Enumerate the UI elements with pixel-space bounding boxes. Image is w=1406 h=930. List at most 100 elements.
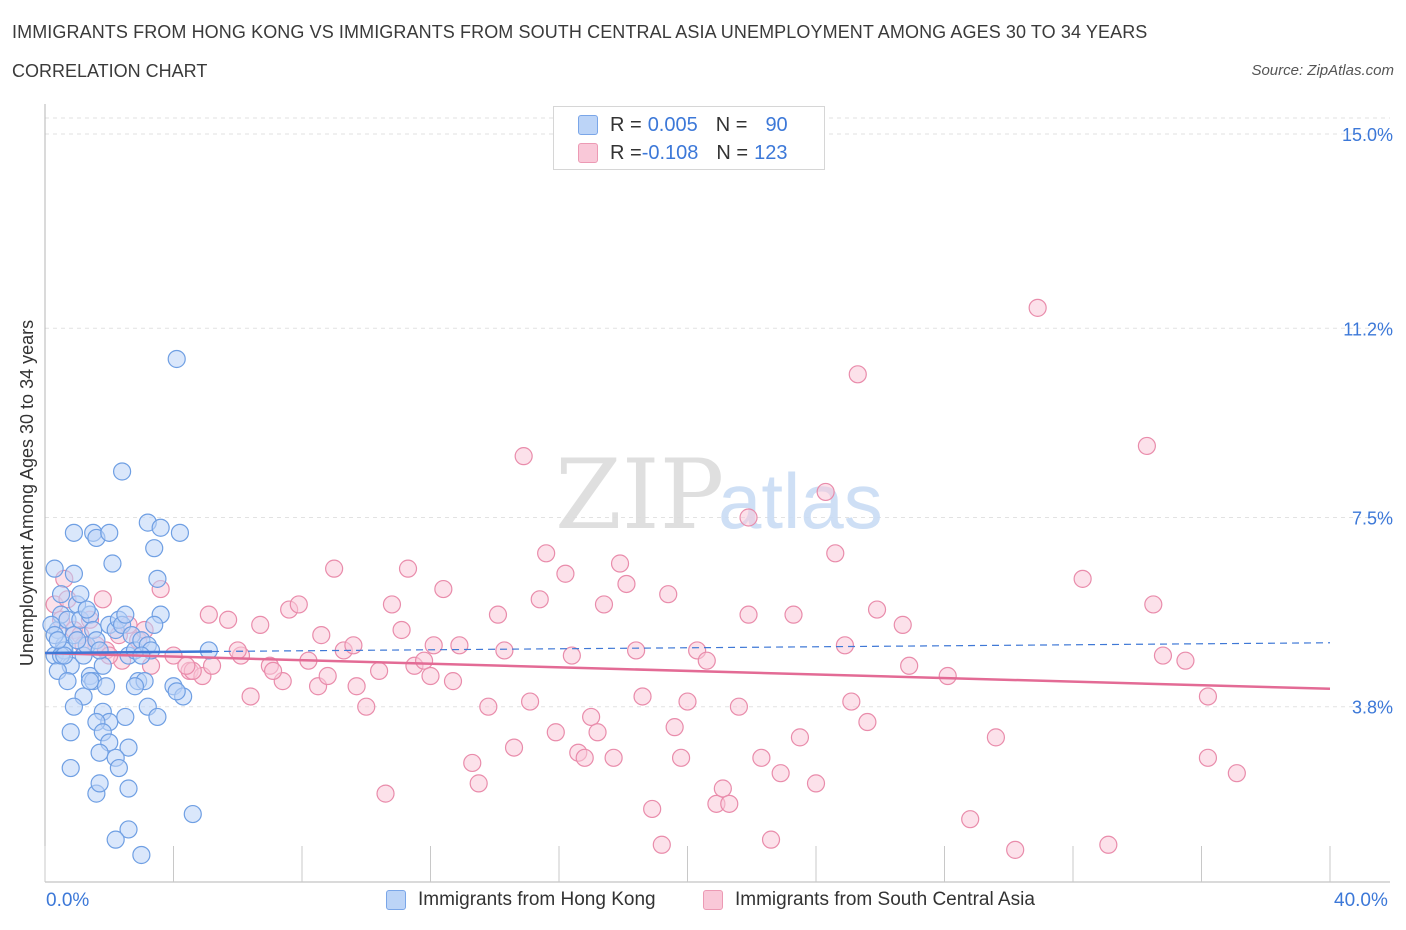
legend-n-value: 90 bbox=[765, 113, 788, 136]
legend-r-value: -0.108 bbox=[641, 141, 699, 164]
data-point-south-central-asia bbox=[504, 738, 524, 757]
data-point-south-central-asia bbox=[228, 641, 247, 660]
data-point-south-central-asia bbox=[1198, 687, 1218, 706]
data-point-south-central-asia bbox=[562, 646, 581, 665]
data-point-south-central-asia bbox=[520, 692, 540, 711]
data-point-hong-kong bbox=[61, 723, 80, 742]
data-point-south-central-asia bbox=[450, 636, 469, 655]
legend-n-label: N = bbox=[715, 113, 748, 136]
data-point-south-central-asia bbox=[421, 666, 440, 686]
data-point-south-central-asia bbox=[938, 666, 957, 686]
chart-subtitle: CORRELATION CHART bbox=[12, 61, 208, 81]
data-point-south-central-asia bbox=[816, 482, 835, 502]
data-point-south-central-asia bbox=[697, 651, 716, 670]
y-tick-label: 7.5% bbox=[1352, 509, 1393, 529]
correlation-legend: R = 0.005 N = 90 R = -0.108 N = 123 bbox=[553, 106, 825, 170]
data-point-south-central-asia bbox=[347, 677, 366, 696]
data-point-south-central-asia bbox=[752, 748, 771, 767]
source-label: Source: ZipAtlas.com bbox=[1251, 62, 1394, 79]
data-point-hong-kong bbox=[103, 554, 122, 573]
data-point-hong-kong bbox=[90, 641, 109, 660]
data-point-south-central-asia bbox=[848, 365, 867, 384]
data-point-south-central-asia bbox=[488, 605, 508, 624]
data-point-south-central-asia bbox=[771, 764, 790, 783]
data-point-hong-kong bbox=[96, 677, 116, 696]
data-point-south-central-asia bbox=[289, 595, 308, 614]
data-point-south-central-asia bbox=[575, 748, 594, 767]
legend-r-label: R = bbox=[610, 113, 642, 136]
data-point-south-central-asia bbox=[582, 707, 601, 727]
data-point-south-central-asia bbox=[1137, 436, 1156, 456]
series-legend-label: Immigrants from South Central Asia bbox=[735, 889, 1035, 910]
data-point-hong-kong bbox=[51, 585, 71, 604]
data-point-south-central-asia bbox=[177, 656, 196, 675]
data-point-south-central-asia bbox=[325, 559, 344, 578]
data-point-south-central-asia bbox=[633, 687, 652, 706]
data-point-hong-kong bbox=[61, 758, 80, 778]
legend-row-hong-kong: R = 0.005 N = 90 bbox=[578, 113, 788, 137]
data-point-south-central-asia bbox=[1099, 835, 1118, 854]
data-point-hong-kong bbox=[64, 523, 84, 542]
y-tick-label: 3.8% bbox=[1352, 698, 1393, 718]
data-point-south-central-asia bbox=[678, 692, 697, 711]
data-point-south-central-asia bbox=[739, 605, 758, 624]
data-point-south-central-asia bbox=[376, 784, 395, 803]
data-point-south-central-asia bbox=[900, 656, 919, 675]
data-point-hong-kong bbox=[77, 600, 96, 619]
data-point-south-central-asia bbox=[1227, 764, 1246, 783]
data-point-south-central-asia bbox=[514, 447, 533, 466]
data-point-hong-kong bbox=[112, 462, 132, 481]
watermark-atlas: atlas bbox=[718, 457, 883, 545]
data-point-south-central-asia bbox=[1153, 646, 1173, 665]
x-tick-label-max: 40.0% bbox=[1334, 890, 1388, 911]
data-point-south-central-asia bbox=[463, 753, 482, 773]
data-point-south-central-asia bbox=[1176, 651, 1195, 670]
data-point-south-central-asia bbox=[594, 595, 614, 614]
data-point-south-central-asia bbox=[199, 605, 218, 624]
data-point-south-central-asia bbox=[414, 651, 434, 670]
data-point-south-central-asia bbox=[610, 554, 630, 573]
data-point-south-central-asia bbox=[546, 723, 565, 742]
data-point-hong-kong bbox=[100, 523, 119, 542]
y-axis-label: Unemployment Among Ages 30 to 34 years bbox=[17, 320, 37, 666]
data-point-south-central-asia bbox=[671, 748, 691, 767]
legend-r-value: 0.005 bbox=[647, 113, 698, 136]
data-point-hong-kong bbox=[167, 349, 186, 369]
data-point-south-central-asia bbox=[241, 687, 260, 706]
data-point-south-central-asia bbox=[761, 830, 781, 849]
data-point-south-central-asia bbox=[537, 544, 556, 563]
data-point-south-central-asia bbox=[617, 574, 636, 594]
trend-line-south-central-asia bbox=[44, 651, 1331, 691]
data-point-hong-kong bbox=[93, 656, 112, 675]
data-point-south-central-asia bbox=[344, 636, 363, 655]
data-point-south-central-asia bbox=[806, 774, 826, 793]
data-point-south-central-asia bbox=[202, 656, 222, 675]
data-point-hong-kong bbox=[119, 738, 138, 757]
series-legend-item-south-central-asia: Immigrants from South Central Asia bbox=[703, 889, 1035, 911]
data-point-south-central-asia bbox=[604, 748, 623, 767]
data-point-south-central-asia bbox=[392, 620, 411, 640]
data-point-hong-kong bbox=[132, 845, 151, 865]
data-point-hong-kong bbox=[151, 518, 170, 537]
data-point-south-central-asia bbox=[1073, 569, 1092, 588]
data-point-south-central-asia bbox=[729, 697, 749, 716]
data-point-hong-kong bbox=[90, 743, 109, 762]
data-point-south-central-asia bbox=[370, 661, 389, 681]
data-point-south-central-asia bbox=[826, 544, 845, 563]
data-point-south-central-asia bbox=[665, 718, 684, 737]
series-swatch-blue bbox=[386, 890, 406, 910]
data-point-south-central-asia bbox=[1198, 748, 1218, 767]
data-point-south-central-asia bbox=[382, 595, 402, 614]
legend-swatch-blue bbox=[578, 115, 598, 135]
data-point-hong-kong bbox=[55, 646, 74, 665]
series-legend: Immigrants from Hong Kong Immigrants fro… bbox=[0, 889, 1406, 915]
data-point-south-central-asia bbox=[867, 600, 887, 619]
legend-row-south-central-asia: R = -0.108 N = 123 bbox=[578, 141, 787, 165]
series-legend-item-hong-kong: Immigrants from Hong Kong bbox=[386, 889, 656, 911]
y-tick-label: 11.2% bbox=[1343, 319, 1393, 339]
data-point-south-central-asia bbox=[659, 585, 678, 604]
data-point-hong-kong bbox=[125, 677, 145, 696]
data-point-south-central-asia bbox=[643, 799, 662, 819]
legend-n-value: 123 bbox=[754, 141, 788, 164]
data-point-hong-kong bbox=[116, 605, 135, 624]
